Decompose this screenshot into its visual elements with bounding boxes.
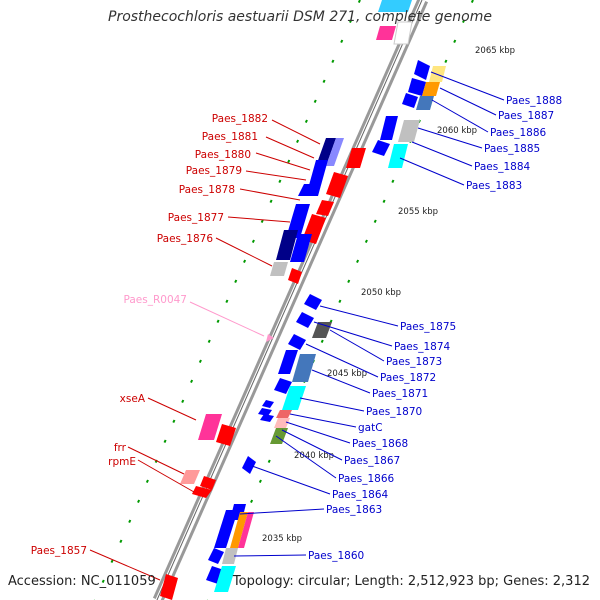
scale-dot — [331, 59, 335, 64]
scale-dot — [145, 479, 149, 484]
scale-dot — [338, 299, 342, 304]
scale-dot — [444, 59, 448, 64]
map-title: Prosthecochloris aestuarii DSM 271, comp… — [108, 9, 492, 25]
scale-dot — [320, 339, 324, 344]
scale-dot — [198, 359, 202, 364]
gene-label[interactable]: Paes_1885 — [484, 143, 540, 155]
gene-label[interactable]: Paes_1882 — [212, 113, 268, 125]
scale-dot — [347, 279, 351, 284]
scale-dot — [313, 99, 317, 104]
scale-dot — [181, 399, 185, 404]
gene-label[interactable]: Paes_1866 — [338, 473, 395, 485]
gene-label[interactable]: frr — [114, 442, 127, 454]
gene-label[interactable]: Paes_1888 — [506, 95, 562, 107]
scale-dot — [356, 259, 360, 264]
scale-dot — [216, 319, 220, 324]
scale-dot — [462, 19, 466, 24]
scale-dot — [207, 339, 211, 344]
scale-dot — [278, 179, 282, 184]
leader-lines — [89, 71, 505, 581]
reverse-features — [160, 138, 366, 600]
tick-label: 2045 kbp — [327, 369, 367, 379]
scale-dot — [382, 199, 386, 204]
gene-label[interactable]: Paes_1887 — [498, 110, 554, 122]
gene-label[interactable]: Paes_1876 — [157, 233, 214, 245]
gene-label[interactable]: Paes_1875 — [400, 321, 456, 333]
scale-dot — [234, 279, 238, 284]
gene-label[interactable]: rpmE — [108, 456, 136, 468]
accession-text: Accession: NC_011059 — [8, 574, 156, 589]
scale-dot — [287, 159, 291, 164]
gene-label[interactable]: Paes_1864 — [332, 489, 389, 501]
scale-dot — [172, 419, 176, 424]
scale-dot — [296, 139, 300, 144]
tick-label: 2040 kbp — [294, 451, 334, 461]
gene-label[interactable]: Paes_1886 — [490, 127, 547, 139]
gene-label[interactable]: Paes_1871 — [372, 388, 428, 400]
backbone — [152, 0, 429, 600]
scale-dot — [304, 119, 308, 124]
scale-dot — [137, 499, 141, 504]
forward-labels: Paes_1888 Paes_1887 Paes_1886 Paes_1885 … — [308, 95, 562, 562]
scale-dot — [373, 219, 377, 224]
gene-label[interactable]: Paes_1873 — [386, 356, 442, 368]
scale-dot — [190, 379, 194, 384]
gene-label[interactable]: Paes_1878 — [179, 184, 235, 196]
scale-dot — [470, 0, 474, 4]
scale-dot — [357, 0, 361, 4]
scale-dot — [163, 439, 167, 444]
gene-label[interactable]: Paes_1872 — [380, 372, 436, 384]
forward-features — [206, 0, 446, 592]
gene-label[interactable]: gatC — [358, 422, 383, 434]
scale-ticks: 2065 kbp 2060 kbp 2055 kbp 2050 kbp 2045… — [262, 46, 515, 544]
scale-dot — [251, 239, 255, 244]
gene-label[interactable]: Paes_1868 — [352, 438, 408, 450]
gene-label[interactable]: Paes_1881 — [202, 131, 258, 143]
scale-dot — [260, 219, 264, 224]
gene-label[interactable]: Paes_1863 — [326, 504, 382, 516]
gene-label[interactable]: Paes_1867 — [344, 455, 400, 467]
tick-label: 2055 kbp — [398, 207, 438, 217]
gene-label[interactable]: Paes_1857 — [31, 545, 87, 557]
gene-label[interactable]: Paes_1879 — [186, 165, 242, 177]
rna-labels: Paes_R0047 — [124, 294, 188, 306]
scale-dot — [391, 179, 395, 184]
gene-label[interactable]: Paes_1883 — [466, 180, 522, 192]
tick-label: 2035 kbp — [262, 534, 302, 544]
gene-label[interactable]: Paes_1880 — [195, 149, 251, 161]
scale-dot — [258, 479, 262, 484]
gene-label[interactable]: Paes_1874 — [394, 341, 451, 353]
scale-dot — [364, 239, 368, 244]
gene-label[interactable]: Paes_1870 — [366, 406, 422, 418]
gene-label[interactable]: Paes_R0047 — [124, 294, 188, 306]
scale-dot — [243, 259, 247, 264]
gene-label[interactable]: Paes_1884 — [474, 161, 531, 173]
scale-dot — [101, 579, 105, 584]
scale-dot — [269, 199, 273, 204]
tick-label: 2050 kbp — [361, 288, 401, 298]
scale-dot — [119, 539, 123, 544]
gene-label[interactable]: Paes_1877 — [168, 212, 224, 224]
scale-dot — [340, 39, 344, 44]
scale-dot — [453, 39, 457, 44]
scale-dot — [267, 459, 271, 464]
scale-dot — [250, 499, 254, 504]
topology-text: Topology: circular; Length: 2,512,923 bp… — [232, 574, 590, 589]
tick-label: 2060 kbp — [437, 126, 477, 136]
scale-dot — [225, 299, 229, 304]
tick-label: 2065 kbp — [475, 46, 515, 56]
scale-dot — [349, 19, 353, 24]
scale-dot — [128, 519, 132, 524]
scale-dot — [110, 559, 114, 564]
gene-label[interactable]: Paes_1860 — [308, 550, 364, 562]
gene-label[interactable]: xseA — [120, 393, 146, 405]
scale-dot — [322, 79, 326, 84]
reverse-labels: Paes_1882 Paes_1881 Paes_1880 Paes_1879 … — [31, 113, 268, 557]
